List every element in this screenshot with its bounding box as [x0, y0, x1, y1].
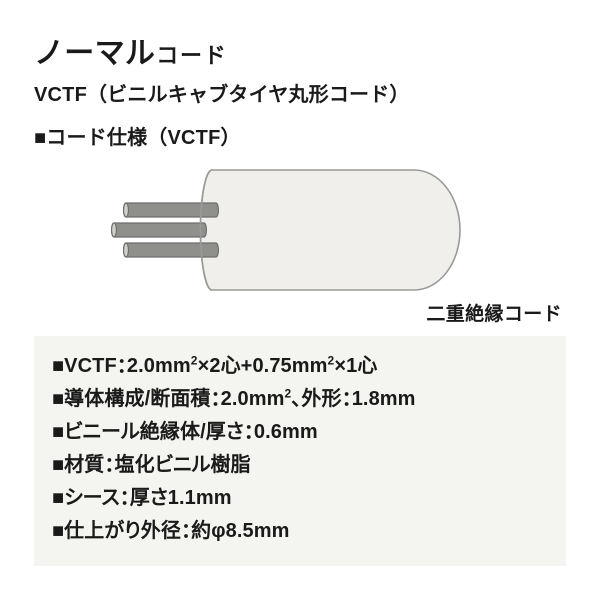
spec-line: ■シース：厚さ1.1mm [52, 482, 548, 515]
spec-line: ■VCTF：2.0mm2×2心+0.75mm2×1心 [52, 350, 548, 383]
spec-line: ■仕上がり外径：約φ8.5mm [52, 515, 548, 548]
spec-line: ■導体構成/断面積：2.0mm2、外形：1.8mm [52, 383, 548, 416]
spec-box: ■VCTF：2.0mm2×2心+0.75mm2×1心 ■導体構成/断面積：2.0… [34, 336, 566, 566]
cable-diagram: 二重絶縁コード [34, 152, 566, 332]
section-heading: ■コード仕様（VCTF） [34, 121, 566, 150]
spec-line: ■ビニール絶縁体/厚さ：0.6mm [52, 416, 548, 449]
spec-line: ■材質：塩化ビニル樹脂 [52, 449, 548, 482]
title-main: ノーマル [34, 28, 155, 72]
cable-svg [78, 160, 478, 310]
subtitle: VCTF（ビニルキャブタイヤ丸形コード） [34, 78, 566, 107]
diagram-caption: 二重絶縁コード [426, 299, 562, 326]
title-row: ノーマル コード [34, 28, 566, 72]
title-sub: コード [156, 38, 227, 70]
